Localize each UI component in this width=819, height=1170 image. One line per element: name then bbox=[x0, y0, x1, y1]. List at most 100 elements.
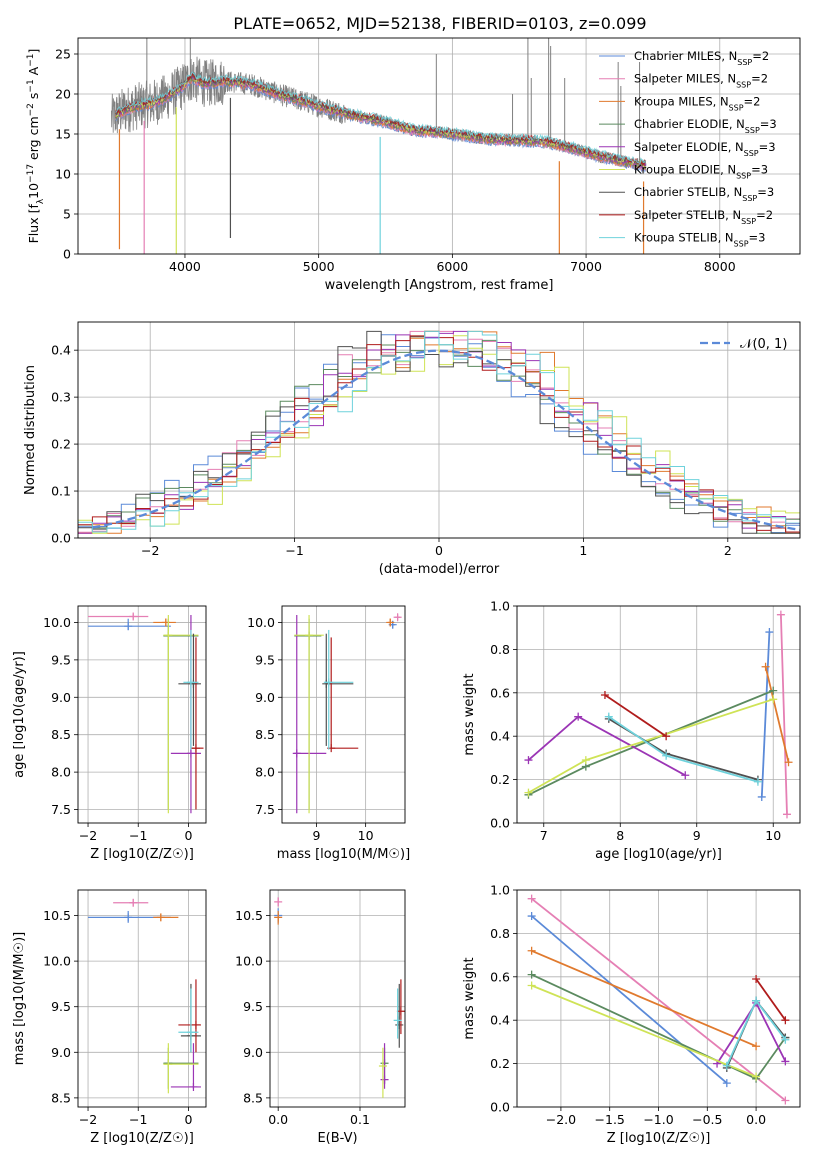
x-tick-label: 9 bbox=[312, 828, 320, 843]
y-tick-label: 8.5 bbox=[51, 727, 71, 742]
legend-model-name: Kroupa MILES, N bbox=[634, 94, 729, 108]
x-tick-label: 0.0 bbox=[268, 1112, 288, 1127]
legend-label: Chabrier MILES, NSSP=2 bbox=[634, 49, 769, 67]
legend-nssp: =2 bbox=[756, 208, 773, 222]
legend-nssp: =2 bbox=[752, 49, 769, 63]
x-tick-label: −2 bbox=[79, 828, 97, 843]
errorbar-point bbox=[393, 988, 402, 1039]
residuals-axes: −2 −1 0 1 2 0.0 0.1 0.2 0.3 0.4 bbox=[51, 322, 800, 558]
x-tick-label: 0 bbox=[435, 543, 443, 558]
weight-marker bbox=[752, 974, 761, 983]
weight_vs_age-axes: 7 8 9 10 0.0 0.2 0.4 0.6 0.8 1.0 bbox=[490, 599, 800, 843]
y-tick-label: 0.3 bbox=[51, 390, 71, 405]
x-tick-label: −2 bbox=[141, 543, 159, 558]
x-axis-label: mass [log10(M/M☉)] bbox=[277, 847, 410, 862]
point-marker bbox=[191, 1020, 200, 1029]
x-axis-label: age [log10(age/yr)] bbox=[595, 847, 722, 862]
x-tick-label: 10 bbox=[765, 828, 781, 843]
point-marker bbox=[189, 1082, 198, 1091]
point-marker bbox=[124, 622, 133, 631]
x-tick-label: 7 bbox=[540, 828, 548, 843]
x-tick-label: 9 bbox=[693, 828, 701, 843]
point-marker bbox=[395, 1020, 404, 1029]
point-marker bbox=[378, 1061, 387, 1070]
point-marker bbox=[186, 678, 195, 687]
label-part: −17 bbox=[26, 164, 36, 183]
weight_vs_Z-axes: −2.0 −1.5 −1.0 −0.5 0.0 0.0 0.2 0.4 0.6 0.8 1.0 bbox=[490, 883, 800, 1127]
legend-subscript: SSP bbox=[741, 216, 756, 225]
y-tick-label: 9.0 bbox=[51, 1045, 71, 1060]
legend-subscript: SSP bbox=[736, 171, 751, 180]
errorbar-point bbox=[178, 979, 201, 1053]
weight-line bbox=[760, 631, 771, 798]
errorbar-point bbox=[274, 897, 283, 907]
legend-subscript: SSP bbox=[734, 239, 749, 248]
legend-subscript: SSP bbox=[736, 80, 751, 89]
residual-histogram bbox=[78, 330, 800, 533]
legend-subscript: SSP bbox=[745, 126, 760, 135]
weight-line bbox=[528, 689, 774, 796]
errorbar-point bbox=[294, 614, 324, 814]
legend-subscript: SSP bbox=[729, 103, 744, 112]
point-marker bbox=[274, 897, 283, 906]
weight-marker bbox=[782, 810, 791, 819]
y-tick-label: 0.8 bbox=[490, 926, 510, 941]
point-marker bbox=[393, 613, 402, 622]
weight-line bbox=[531, 949, 757, 1048]
legend-model-name: Chabrier STELIB, N bbox=[634, 185, 742, 199]
x-tick-label: −1 bbox=[129, 828, 147, 843]
y-tick-label: 9.0 bbox=[51, 690, 71, 705]
weight-line bbox=[604, 694, 667, 737]
x-tick-label: 7000 bbox=[570, 259, 602, 274]
y-axis-label: mass weight bbox=[462, 957, 477, 1039]
errorbar-point bbox=[163, 1043, 199, 1094]
point-marker bbox=[380, 1075, 389, 1084]
legend-label: Kroupa MILES, NSSP=2 bbox=[634, 94, 760, 112]
label-part: −1 bbox=[26, 79, 36, 92]
errorbar-point bbox=[153, 913, 179, 922]
age_vs_Z-axes: −2 −1 0 7.5 8.0 8.5 9.0 9.5 10.0 bbox=[43, 606, 206, 843]
weight-marker bbox=[761, 662, 770, 671]
x-tick-label: 2 bbox=[724, 543, 732, 558]
age_vs_Z-frame bbox=[77, 605, 207, 824]
legend-model-name: Salpeter ELODIE, N bbox=[634, 140, 744, 154]
weight-marker bbox=[524, 788, 533, 797]
errorbar-point bbox=[274, 910, 283, 925]
errorbar-point bbox=[395, 983, 404, 1048]
x-tick-label: −2 bbox=[79, 1112, 97, 1127]
legend-nssp: =3 bbox=[749, 231, 766, 245]
residuals-frame bbox=[77, 321, 801, 539]
gaussian-curve bbox=[92, 349, 800, 531]
legend-subscript: SSP bbox=[744, 148, 759, 157]
point-marker bbox=[129, 898, 138, 907]
x-tick-label: 5000 bbox=[303, 259, 335, 274]
y-tick-label: 1.0 bbox=[490, 599, 510, 614]
x-tick-label: −0.5 bbox=[692, 1112, 722, 1127]
weight-line bbox=[531, 915, 728, 1084]
weight-line bbox=[531, 897, 786, 1102]
spectrum-frame bbox=[77, 37, 801, 255]
errorbar-point bbox=[292, 614, 327, 814]
y-tick-label: 9.5 bbox=[51, 652, 71, 667]
legend-model-name: Chabrier MILES, N bbox=[634, 49, 737, 63]
x-tick-label: −1.5 bbox=[595, 1112, 625, 1127]
point-marker bbox=[186, 749, 195, 758]
weight-marker bbox=[662, 751, 671, 760]
legend-nssp: =2 bbox=[744, 94, 761, 108]
figure-title: PLATE=0652, MJD=52138, FIBERID=0103, z=0… bbox=[233, 14, 646, 33]
x-axis-label: wavelength [Angstrom, rest frame] bbox=[325, 278, 554, 293]
errorbar-point bbox=[163, 614, 199, 814]
point-marker bbox=[129, 612, 138, 621]
y-tick-label: 10 bbox=[55, 167, 71, 182]
weight-marker bbox=[524, 756, 533, 765]
point-marker bbox=[393, 1016, 402, 1025]
point-marker bbox=[386, 618, 395, 627]
errorbar-point bbox=[88, 618, 171, 631]
legend-nssp: =3 bbox=[751, 163, 768, 177]
errorbar-point bbox=[183, 629, 199, 750]
mass_vs_EBV-axes: 0.0 0.1 8.5 9.0 9.5 10.0 10.5 bbox=[235, 890, 405, 1127]
errorbar-point bbox=[323, 629, 354, 750]
weight-marker bbox=[527, 894, 536, 903]
label-part: Flux [f bbox=[26, 204, 41, 244]
